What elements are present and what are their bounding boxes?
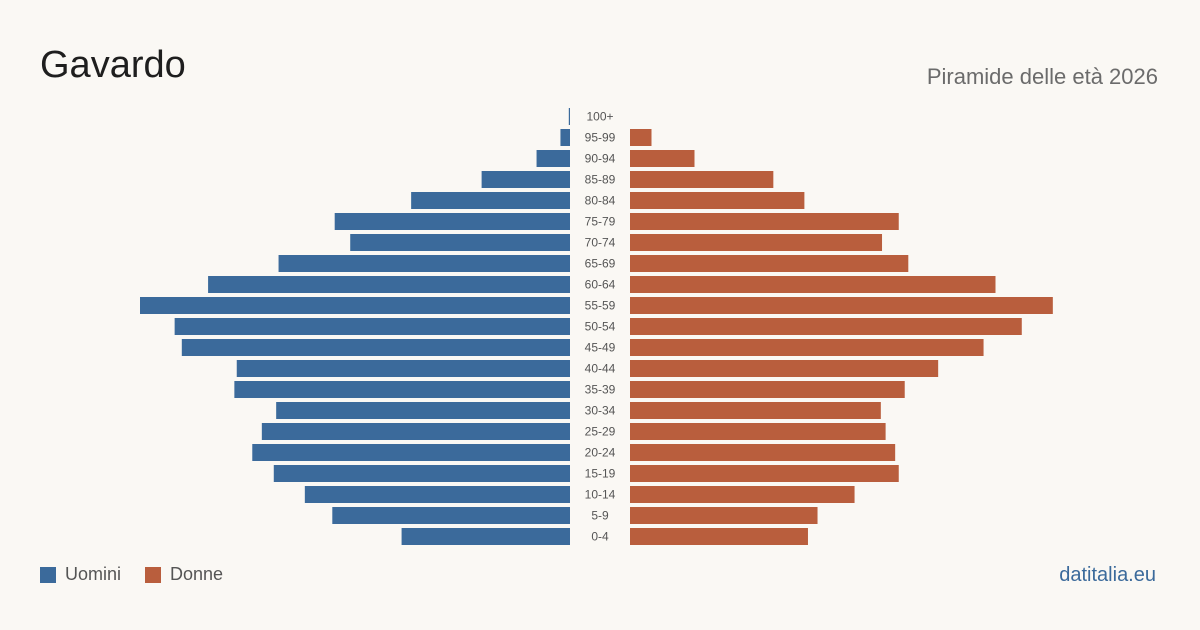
bar-men-0-4: [401, 528, 570, 545]
bar-women-0-4: [630, 528, 808, 545]
chart-subtitle: Piramide delle età 2026: [926, 64, 1158, 89]
bar-women-20-24: [630, 444, 896, 461]
legend-label-men: Uomini: [65, 564, 122, 584]
bar-women-85-89: [630, 171, 774, 188]
bar-women-60-64: [630, 276, 996, 293]
age-label-70-74: 70-74: [585, 236, 616, 250]
age-label-25-29: 25-29: [585, 425, 616, 439]
bar-men-50-54: [174, 318, 570, 335]
legend-swatch-women: [145, 566, 162, 583]
bar-men-65-69: [278, 255, 570, 272]
age-label-100plus: 100+: [586, 110, 613, 124]
bar-women-40-44: [630, 360, 939, 377]
age-label-80-84: 80-84: [585, 194, 616, 208]
bar-men-5-9: [332, 507, 570, 524]
brand-link[interactable]: datitalia.eu: [1059, 564, 1156, 586]
bar-men-60-64: [208, 276, 571, 293]
legend-item-men: Uomini: [40, 564, 121, 585]
age-label-45-49: 45-49: [585, 341, 616, 355]
chart-title: Gavardo: [40, 44, 186, 86]
bar-women-90-94: [630, 150, 695, 167]
bar-women-35-39: [630, 381, 905, 398]
bar-men-90-94: [536, 150, 570, 167]
age-label-50-54: 50-54: [585, 320, 616, 334]
bar-men-75-79: [334, 213, 570, 230]
women-bars-group: [630, 129, 1053, 545]
legend-label-women: Donne: [170, 564, 224, 584]
age-label-15-19: 15-19: [585, 467, 616, 481]
age-label-40-44: 40-44: [585, 362, 616, 376]
bar-women-45-49: [630, 339, 984, 356]
bar-women-65-69: [630, 255, 909, 272]
age-label-55-59: 55-59: [585, 299, 616, 313]
age-label-20-24: 20-24: [585, 446, 616, 460]
legend-item-women: Donne: [145, 564, 223, 585]
legend-swatch-men: [40, 566, 56, 583]
age-label-30-34: 30-34: [585, 404, 616, 418]
bar-men-10-14: [304, 486, 570, 503]
bar-women-10-14: [630, 486, 855, 503]
bar-men-20-24: [252, 444, 570, 461]
bar-women-30-34: [630, 402, 881, 419]
bar-men-55-59: [140, 297, 570, 314]
bar-men-85-89: [481, 171, 570, 188]
bar-women-15-19: [630, 465, 899, 482]
age-label-5-9: 5-9: [591, 509, 609, 523]
bar-men-40-44: [236, 360, 570, 377]
age-label-75-79: 75-79: [585, 215, 616, 229]
bar-men-30-34: [276, 402, 570, 419]
age-label-90-94: 90-94: [585, 152, 616, 166]
bar-men-15-19: [273, 465, 570, 482]
bar-women-70-74: [630, 234, 883, 251]
bar-men-25-29: [261, 423, 570, 440]
age-label-10-14: 10-14: [585, 488, 616, 502]
bar-women-25-29: [630, 423, 886, 440]
bar-women-75-79: [630, 213, 899, 230]
bar-men-35-39: [234, 381, 570, 398]
bar-women-5-9: [630, 507, 818, 524]
men-bars-group: [140, 108, 571, 545]
age-label-0-4: 0-4: [591, 530, 609, 544]
age-labels-group: 100+ 95-99 90-94 85-89 80-84 75-79 70-74 65-69 6…: [585, 110, 616, 544]
bar-men-45-49: [181, 339, 571, 356]
age-label-60-64: 60-64: [585, 278, 616, 292]
bar-women-95-99: [630, 129, 652, 146]
bar-women-80-84: [630, 192, 805, 209]
age-label-35-39: 35-39: [585, 383, 616, 397]
legend: Uomini Donne: [40, 564, 223, 585]
age-label-65-69: 65-69: [585, 257, 616, 271]
age-label-95-99: 95-99: [585, 131, 616, 145]
bar-women-55-59: [630, 297, 1053, 314]
bar-men-100plus: [568, 108, 570, 125]
bar-women-50-54: [630, 318, 1022, 335]
bar-men-80-84: [411, 192, 570, 209]
bar-men-95-99: [560, 129, 570, 146]
age-label-85-89: 85-89: [585, 173, 616, 187]
bar-men-70-74: [350, 234, 570, 251]
